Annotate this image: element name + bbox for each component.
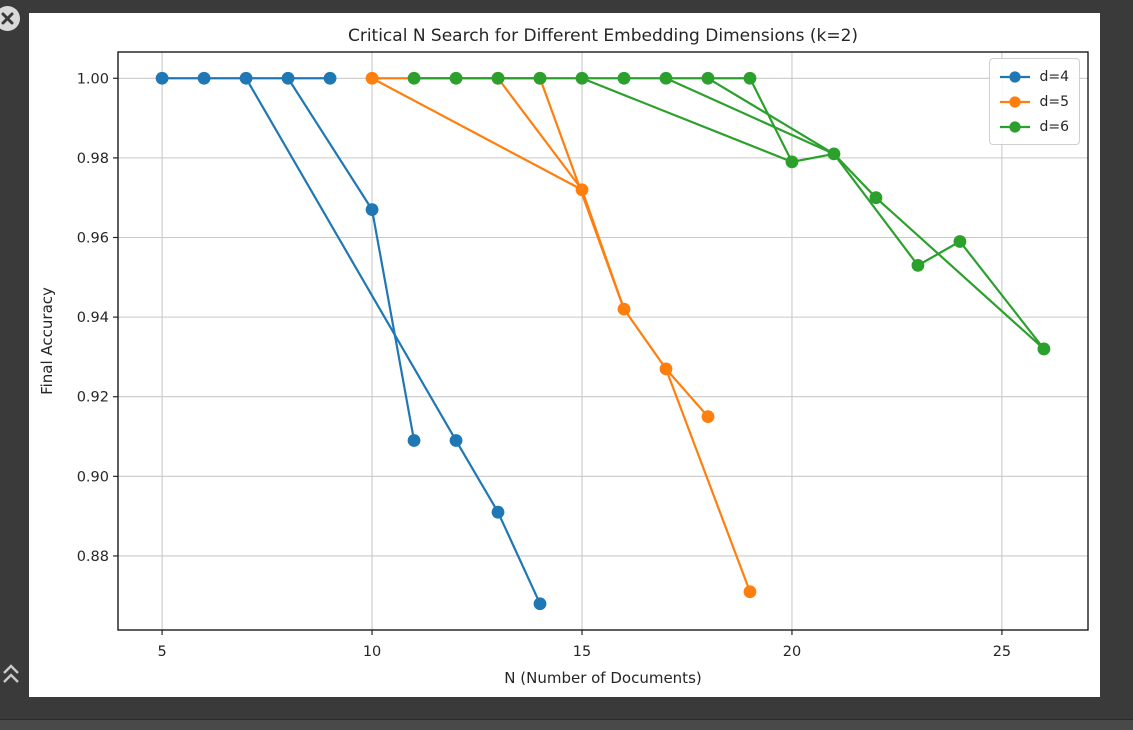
- legend: d=4 d=5 d=6: [989, 58, 1080, 145]
- chart-title: Critical N Search for Different Embeddin…: [347, 26, 859, 46]
- x-tick-label: 10: [363, 644, 381, 660]
- y-tick-label: 0.92: [77, 390, 109, 406]
- legend-label: d=4: [1039, 68, 1069, 85]
- chart-plot-area: 5 10 15 20 25 0.88 0.90 0.92 0.94 0.96 0.98 1.00: [77, 51, 1089, 660]
- bottom-status-bar: [0, 719, 1133, 730]
- y-tick-label: 1.00: [77, 71, 109, 87]
- legend-entry: d=4: [999, 64, 1069, 89]
- y-tick-label: 0.98: [77, 151, 109, 167]
- close-button[interactable]: [0, 6, 20, 31]
- legend-label: d=6: [1039, 118, 1069, 135]
- legend-line-sample: [1000, 95, 1031, 108]
- legend-entry: d=6: [999, 114, 1069, 139]
- y-tick-label: 0.96: [77, 231, 109, 247]
- x-tick-label: 15: [573, 644, 591, 660]
- close-icon: [1, 12, 14, 25]
- y-axis-label: Final Accuracy: [38, 287, 56, 395]
- x-tick-label: 25: [993, 644, 1011, 660]
- x-tick-label: 5: [157, 644, 166, 660]
- x-tick-label: 20: [783, 644, 801, 660]
- collapse-panel-button[interactable]: [1, 663, 21, 688]
- y-tick-label: 0.88: [77, 549, 109, 565]
- legend-label: d=5: [1039, 93, 1069, 110]
- x-axis-label: N (Number of Documents): [504, 669, 702, 687]
- y-tick-label: 0.94: [77, 310, 109, 326]
- legend-line-sample: [1000, 70, 1031, 83]
- legend-entry: d=5: [999, 89, 1069, 114]
- chevron-double-up-icon: [3, 664, 19, 683]
- matplotlib-figure: Critical N Search for Different Embeddin…: [29, 13, 1100, 697]
- y-tick-label: 0.90: [77, 469, 109, 485]
- legend-line-sample: [1000, 120, 1031, 133]
